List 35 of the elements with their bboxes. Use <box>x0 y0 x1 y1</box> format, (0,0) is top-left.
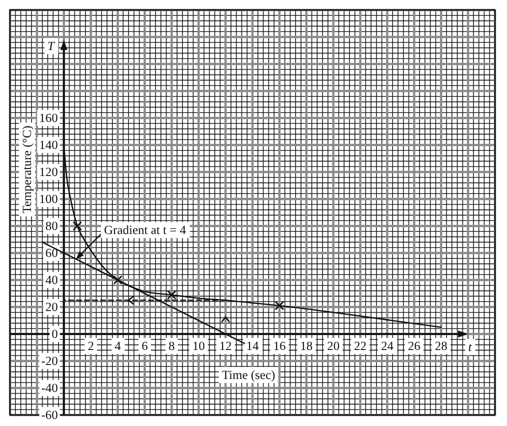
x-axis-title: Time (sec) <box>222 368 276 382</box>
y-axis-title: Temperature (°C) <box>20 126 34 214</box>
x-tick-label: 16 <box>273 339 286 353</box>
y-tick-label: 60 <box>45 246 58 260</box>
x-tick-label: 10 <box>192 339 205 353</box>
y-tick-label: 80 <box>45 219 58 233</box>
y-tick-label: -40 <box>41 381 58 395</box>
x-tick-label: 14 <box>246 339 260 353</box>
point <box>166 290 176 300</box>
annotation: T <box>47 39 56 53</box>
x-tick-label: 22 <box>354 339 367 353</box>
x-tick-label: 12 <box>219 339 232 353</box>
y-tick-label: 20 <box>45 300 58 314</box>
x-tick-label: 6 <box>142 339 148 353</box>
point <box>274 300 284 310</box>
x-tick-label: 8 <box>168 339 175 353</box>
y-tick-label: 0 <box>52 327 58 341</box>
x-tick-label: 4 <box>114 339 122 353</box>
annotation: Gradient at t = 4 <box>104 223 187 238</box>
x-tick-label: 2 <box>88 339 94 353</box>
x-tick-label: 24 <box>380 339 394 353</box>
y-tick-label: 140 <box>39 138 58 152</box>
y-tick-label: -20 <box>41 354 58 368</box>
y-tick-label: 40 <box>45 273 58 287</box>
x-tick-label: 20 <box>327 339 340 353</box>
x-tick-label: 26 <box>408 339 420 353</box>
y-tick-label: 100 <box>39 192 58 206</box>
point <box>72 221 82 231</box>
x-tick-label: 18 <box>300 339 313 353</box>
y-tick-label: -60 <box>41 408 58 422</box>
x-tick-label: 28 <box>434 339 448 353</box>
y-tick-label: 160 <box>39 111 58 125</box>
y-tick-label: 120 <box>39 165 58 179</box>
annotation: t <box>468 340 472 354</box>
point <box>113 275 122 285</box>
